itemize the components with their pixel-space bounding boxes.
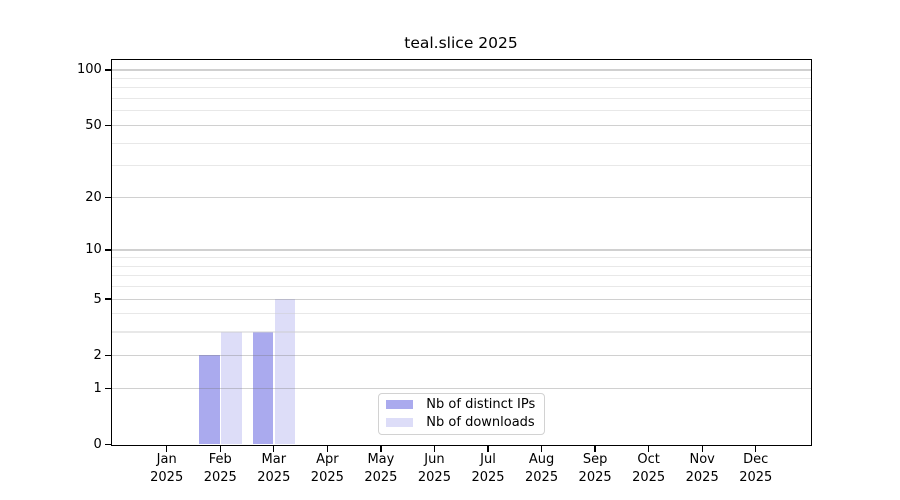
x-tick-label-jul: Jul 2025	[456, 451, 520, 486]
legend-swatch-distinct-ips-icon	[386, 400, 414, 409]
x-tick-month-text: Oct	[637, 452, 660, 467]
gridline-90	[112, 77, 811, 80]
y-tick-50	[105, 124, 113, 127]
gridline-6	[112, 285, 811, 288]
x-tick-month-text: Aug	[528, 452, 555, 467]
gridline-1	[112, 387, 811, 389]
y-tick-label-1: 1	[93, 380, 102, 396]
x-tick-month-text: Apr	[316, 452, 339, 467]
x-tick-year-text: 2025	[203, 469, 237, 485]
bar-downloads-feb	[221, 332, 242, 445]
x-tick-month-text: Jun	[424, 452, 445, 467]
gridline-80	[112, 87, 811, 89]
x-tick-year-text: 2025	[632, 469, 666, 485]
x-tick-feb	[219, 445, 221, 452]
y-tick-1	[105, 387, 113, 389]
gridline-70	[112, 97, 811, 100]
gridline-8	[112, 265, 811, 267]
y-tick-label-10: 10	[85, 242, 102, 258]
gridline-100	[112, 69, 811, 71]
gridline-7	[112, 275, 811, 277]
plot-frame	[111, 59, 812, 446]
y-tick-label-0: 0	[93, 437, 102, 452]
gridline-30	[112, 165, 811, 167]
x-tick-year-text: 2025	[739, 469, 773, 485]
y-tick-label-2: 2	[93, 347, 102, 363]
x-tick-oct	[648, 445, 650, 452]
x-tick-label-oct: Oct 2025	[617, 451, 681, 486]
x-tick-jul	[487, 445, 489, 452]
x-tick-year-text: 2025	[471, 469, 505, 485]
x-tick-year-text: 2025	[364, 469, 398, 485]
x-tick-month-text: Jan	[156, 452, 177, 467]
x-tick-jun	[433, 445, 436, 452]
x-tick-dec	[755, 445, 757, 452]
x-tick-label-dec: Dec 2025	[724, 451, 788, 486]
x-tick-year-text: 2025	[578, 469, 612, 485]
bar-distinct-ips-feb	[199, 355, 220, 445]
x-tick-month-text: Feb	[208, 452, 232, 467]
legend-item-distinct-ips: Nb of distinct IPs	[386, 396, 536, 414]
y-tick-label-20: 20	[85, 189, 102, 205]
y-tick-0	[105, 443, 113, 446]
x-tick-nov	[701, 445, 703, 452]
x-tick-label-sep: Sep 2025	[563, 451, 627, 486]
x-tick-year-text: 2025	[310, 469, 344, 485]
x-tick-month-text: Nov	[689, 452, 715, 467]
legend-label-distinct-ips: Nb of distinct IPs	[426, 397, 536, 413]
x-tick-year-text: 2025	[150, 469, 184, 485]
x-tick-month-text: Mar	[261, 452, 287, 467]
x-tick-label-mar: Mar 2025	[242, 451, 306, 486]
x-tick-year-text: 2025	[257, 469, 291, 485]
y-tick-label-50: 50	[85, 117, 102, 133]
x-tick-label-nov: Nov 2025	[670, 451, 734, 486]
x-tick-year-text: 2025	[525, 469, 559, 485]
gridline-50	[112, 124, 811, 127]
x-tick-month-text: Jul	[480, 452, 496, 467]
x-tick-apr	[326, 445, 328, 452]
y-tick-label-100: 100	[76, 62, 102, 78]
legend-swatch-downloads-icon	[386, 418, 414, 427]
gridline-40	[112, 142, 811, 144]
y-tick-100	[105, 69, 113, 71]
legend: Nb of distinct IPs Nb of downloads	[378, 392, 546, 435]
legend-item-downloads: Nb of downloads	[386, 414, 536, 432]
chart-title: teal.slice 2025	[404, 34, 518, 52]
x-tick-month-text: Dec	[743, 452, 769, 467]
gridline-3	[112, 331, 811, 333]
gridline-5	[112, 298, 811, 300]
gridline-60	[112, 110, 811, 112]
x-tick-label-aug: Aug 2025	[510, 451, 574, 486]
x-tick-year-text: 2025	[417, 469, 451, 485]
y-tick-label-5: 5	[93, 291, 102, 307]
x-tick-label-feb: Feb 2025	[188, 451, 252, 486]
y-tick-10	[105, 249, 113, 251]
x-tick-label-jan: Jan 2025	[135, 451, 199, 486]
x-tick-month-text: May	[367, 452, 395, 467]
y-tick-5	[105, 298, 113, 300]
bar-distinct-ips-mar	[252, 332, 274, 445]
gridline-4	[112, 313, 811, 315]
gridline-10	[112, 249, 811, 251]
legend-label-downloads: Nb of downloads	[426, 415, 535, 431]
x-tick-label-apr: Apr 2025	[295, 451, 359, 486]
x-tick-label-may: May 2025	[349, 451, 413, 486]
gridline-9	[112, 257, 811, 259]
x-tick-may	[380, 445, 382, 452]
y-tick-20	[105, 196, 113, 199]
x-tick-month-text: Sep	[582, 452, 608, 467]
bar-downloads-mar	[274, 299, 296, 445]
x-tick-mar	[273, 445, 275, 452]
gridline-2	[112, 354, 811, 356]
y-tick-2	[105, 354, 113, 356]
x-tick-jan	[166, 445, 168, 452]
x-tick-year-text: 2025	[685, 469, 719, 485]
gridline-20	[112, 196, 811, 199]
x-tick-label-jun: Jun 2025	[402, 451, 466, 486]
x-tick-sep	[594, 445, 596, 452]
x-tick-aug	[540, 445, 543, 452]
